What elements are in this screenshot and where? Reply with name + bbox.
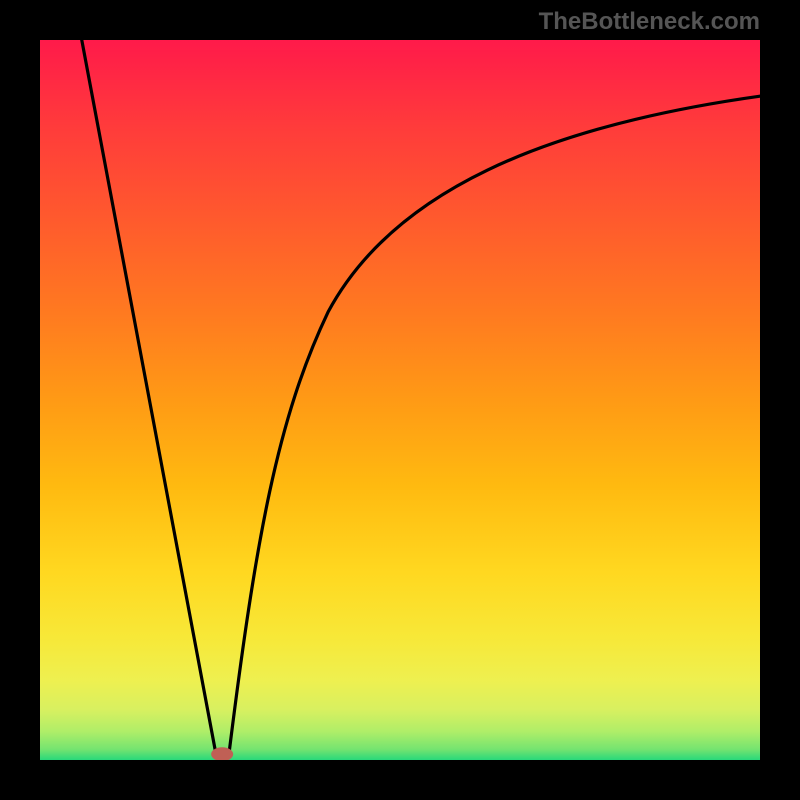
curve-right-segment [229,96,760,756]
curve-left-segment [82,40,217,756]
watermark-text: TheBottleneck.com [539,8,760,36]
curve-layer [40,40,760,760]
chart-container: TheBottleneck.com [0,0,800,800]
